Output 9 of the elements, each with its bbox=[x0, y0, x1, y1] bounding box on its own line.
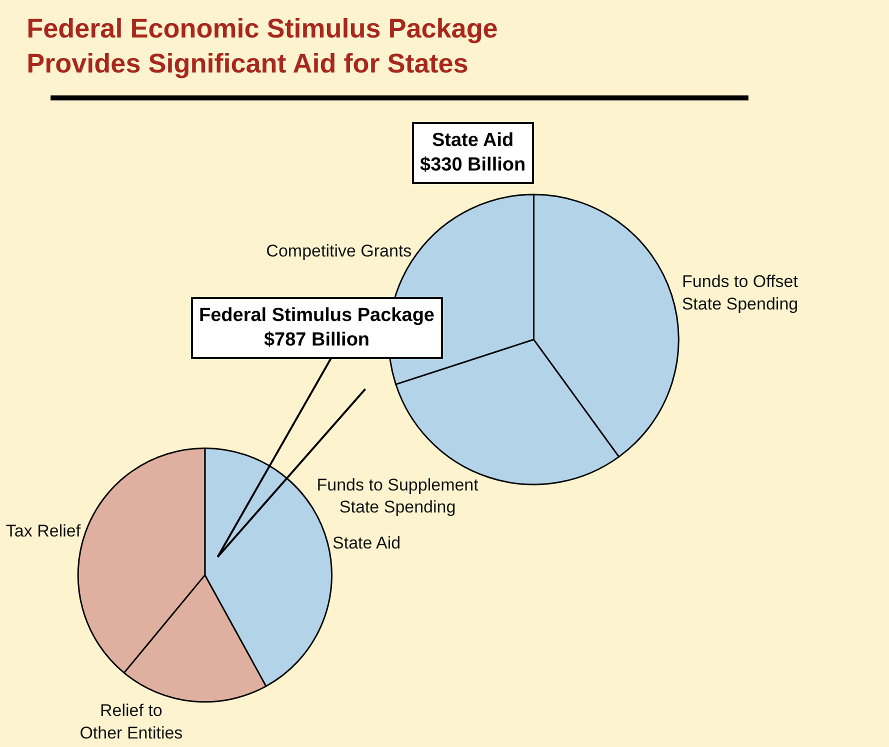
slice-label: Competitive Grants bbox=[266, 242, 412, 261]
slice-label: Funds to Supplement State Spending bbox=[316, 475, 479, 517]
slice-label: Relief to Other Entities bbox=[80, 701, 183, 742]
chart-subtitle: Federal Stimulus Package $787 Billion bbox=[199, 305, 434, 351]
chart-title: Federal Economic Stimulus Package Provides Significant Aid for States bbox=[26, 13, 498, 78]
chart-subtitle: State Aid $330 Billion bbox=[420, 130, 526, 176]
slice-label: State Aid bbox=[332, 533, 401, 552]
slice-label: Tax Relief bbox=[6, 522, 81, 541]
slice-label: Funds to Offset State Spending bbox=[682, 272, 798, 314]
